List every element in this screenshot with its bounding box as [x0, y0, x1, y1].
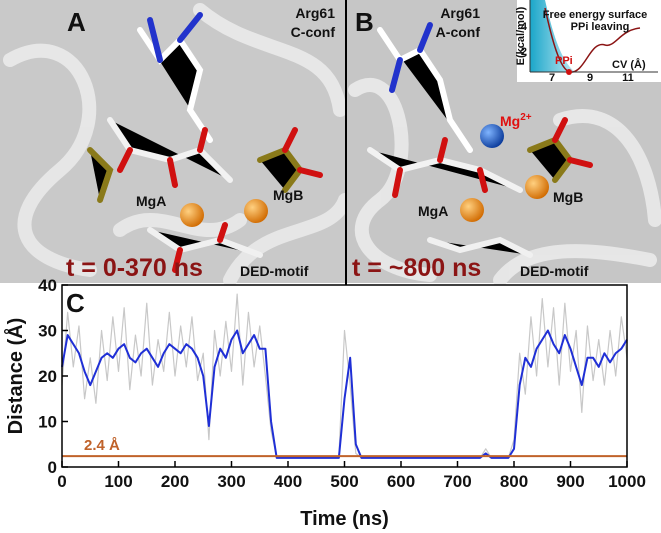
time-label: t = ~800 ns [352, 254, 481, 282]
inset-x-tick: 11 [622, 72, 634, 84]
ion-label: MgB [553, 189, 583, 205]
ion-label: MgA [418, 203, 448, 219]
x-tick-label: 300 [217, 472, 245, 491]
ion-label: MgA [136, 193, 166, 209]
x-axis-label: Time (ns) [300, 508, 389, 530]
motif-label: DED-motif [520, 263, 589, 279]
ion-name: Mg [500, 113, 520, 129]
y-tick-label: 10 [38, 413, 57, 432]
inset-x-tick: 7 [549, 72, 555, 84]
x-tick-label: 100 [104, 472, 132, 491]
motif-label: DED-motif [240, 263, 309, 279]
ion-mga [460, 198, 484, 222]
x-tick-label: 200 [161, 472, 189, 491]
inset-curve [544, 7, 641, 73]
panel-b: B Arg61 A-conf Mg2+ MgA MgB t = ~800 ns … [347, 0, 661, 287]
y-tick-label: 0 [48, 458, 57, 477]
ion-mg2 [480, 124, 504, 148]
ion-mga [180, 203, 204, 227]
inset-title: Free energy surface [543, 9, 648, 21]
x-tick-label: 1000 [608, 472, 646, 491]
inset-y-tick: 4 [521, 21, 528, 33]
ion-mgb [525, 175, 549, 199]
inset: Free energy surface PPi leaving E(kcal/m… [515, 0, 661, 84]
inset-marker [566, 69, 572, 75]
ion-label: Mg2+ [500, 112, 532, 129]
chart: 2.4 Å 0 100 200 300 400 500 600 700 800 900 1000 0 10… [3, 276, 646, 530]
residue-label: Arg61 [440, 5, 480, 21]
plot-area [62, 285, 627, 467]
panel-a: A Arg61 C-conf MgA MgB t = 0-370 ns DED-… [0, 0, 352, 287]
x-tick-label: 0 [57, 472, 66, 491]
time-label: t = 0-370 ns [66, 254, 203, 282]
y-tick-label: 30 [38, 322, 57, 341]
x-tick-label: 900 [556, 472, 584, 491]
ribbons [3, 3, 352, 287]
x-tick-label: 500 [330, 472, 358, 491]
panel-letter: A [67, 7, 86, 37]
y-tick-label: 40 [38, 276, 57, 295]
panel-letter: C [66, 288, 85, 318]
y-tick-label: 20 [38, 367, 57, 386]
inset-x-tick: 9 [587, 72, 593, 84]
inset-axes [529, 0, 658, 73]
series-line [61, 329, 628, 459]
ion-mgb [244, 199, 268, 223]
inset-marker-label: PPi [555, 55, 573, 67]
x-tick-label: 600 [387, 472, 415, 491]
sticks [87, 12, 323, 273]
y-axis-label: Distance (Å) [3, 318, 27, 435]
panel-letter: B [355, 7, 374, 37]
x-tick-label: 800 [500, 472, 528, 491]
x-tick-label: 400 [274, 472, 302, 491]
inset-y-tick: 2 [521, 46, 527, 58]
conformation-label: C-conf [291, 24, 336, 40]
inset-subtitle: PPi leaving [571, 21, 630, 33]
residue-label: Arg61 [295, 5, 335, 21]
ion-label: MgB [273, 187, 303, 203]
reference-label: 2.4 Å [84, 437, 120, 454]
inset-xlabel: CV (Å) [612, 58, 646, 71]
sticks [367, 22, 593, 258]
series-line [61, 293, 628, 459]
ribbons [348, 77, 661, 287]
ion-charge: 2+ [520, 112, 532, 123]
inset-ylabel: E(kcal/mol) [515, 6, 527, 65]
conformation-label: A-conf [436, 24, 481, 40]
x-tick-label: 700 [443, 472, 471, 491]
